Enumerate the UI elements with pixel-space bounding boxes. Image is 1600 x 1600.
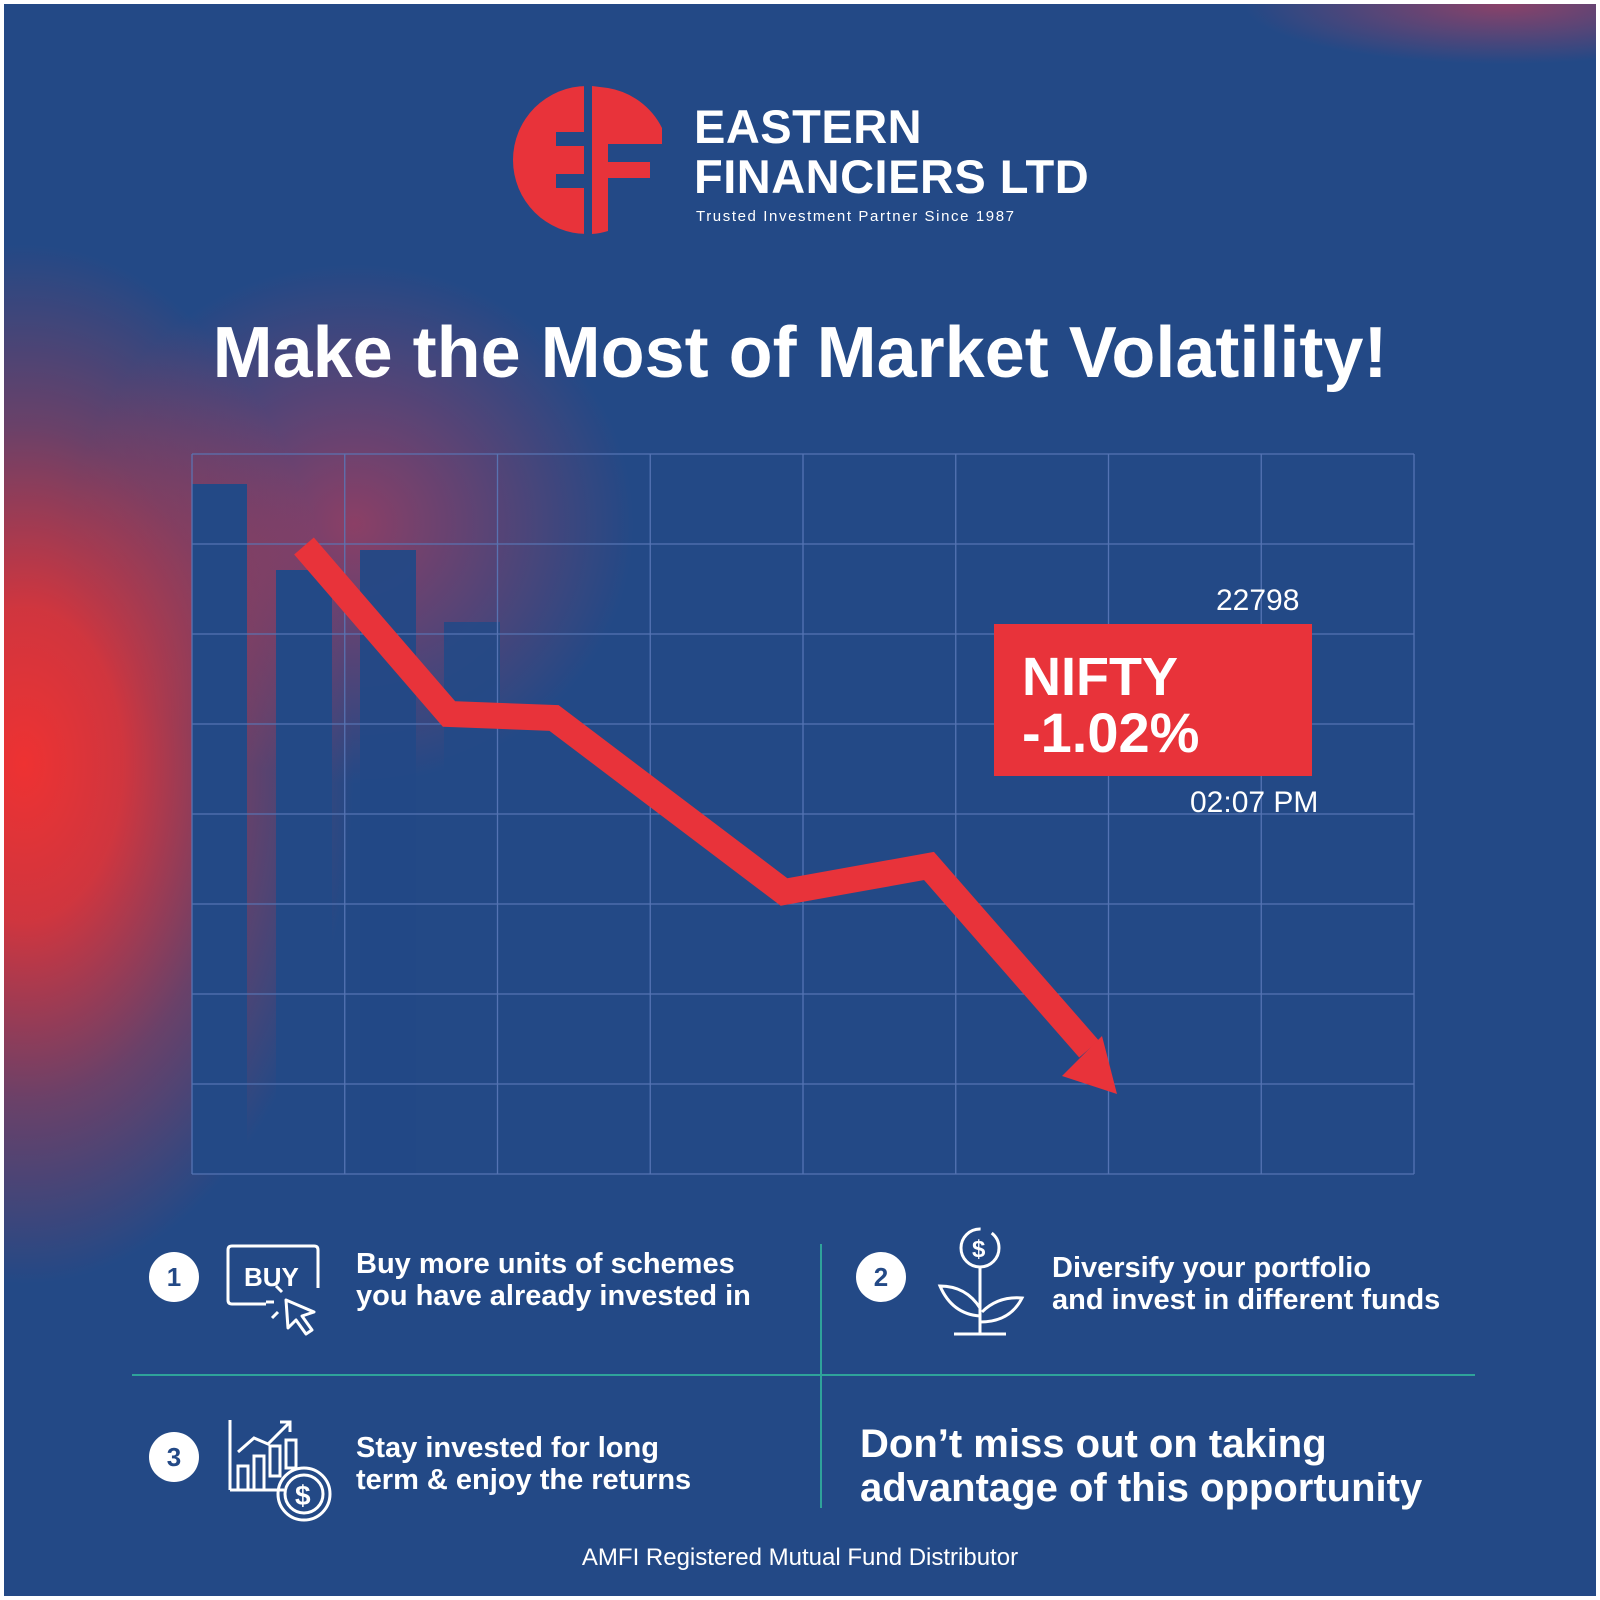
footer-note: AMFI Registered Mutual Fund Distributor xyxy=(581,1544,1019,1571)
tip-2-text: Diversify your portfolio and invest in d… xyxy=(1052,1252,1440,1316)
tip-3-text: Stay invested for long term & enjoy the … xyxy=(356,1432,691,1496)
nifty-badge xyxy=(994,624,1312,776)
tip-2-line2: and invest in different funds xyxy=(1052,1284,1441,1316)
brand-line2: FINANCIERS LTD xyxy=(694,150,1090,203)
cta-line2: advantage of this opportunity xyxy=(860,1466,1423,1510)
brand-name: EASTERN FINANCIERS LTD xyxy=(694,102,1089,202)
market-chart-illustration xyxy=(191,453,1415,1175)
horizontal-divider xyxy=(132,1374,1475,1376)
growth-chart-dollar-icon: $ xyxy=(228,1420,332,1522)
brand-line1: EASTERN xyxy=(694,100,923,153)
tip-1-text: Buy more units of schemes you have alrea… xyxy=(356,1248,751,1312)
tip-3-line2: term & enjoy the returns xyxy=(356,1464,692,1496)
tip-2-number: 2 xyxy=(856,1252,906,1302)
tip-2-line1: Diversify your portfolio xyxy=(1052,1252,1372,1284)
chart-grid xyxy=(191,453,1415,1175)
tip-1-number: 1 xyxy=(149,1252,199,1302)
nifty-value: 22798 xyxy=(1216,584,1300,617)
cta-line1: Don’t miss out on taking xyxy=(860,1422,1327,1466)
call-to-action: Don’t miss out on taking advantage of th… xyxy=(860,1422,1422,1510)
nifty-index-label: NIFTY xyxy=(1022,647,1178,707)
tip-1-line1: Buy more units of schemes xyxy=(356,1248,735,1280)
svg-text:BUY: BUY xyxy=(244,1262,299,1292)
bar xyxy=(192,484,247,1174)
tip-1-line2: you have already invested in xyxy=(356,1280,751,1312)
downtrend-arrow-line xyxy=(294,537,1099,1058)
poster: EASTERN FINANCIERS LTD Trusted Investmen… xyxy=(4,4,1596,1596)
brand-tagline: Trusted Investment Partner Since 1987 xyxy=(696,208,1016,225)
headline: Make the Most of Market Volatility! xyxy=(212,313,1388,393)
buy-click-icon: BUY xyxy=(226,1244,320,1336)
svg-text:$: $ xyxy=(972,1236,986,1263)
svg-text:$: $ xyxy=(295,1480,311,1511)
money-plant-icon: $ xyxy=(937,1227,1025,1336)
nifty-time: 02:07 PM xyxy=(1190,786,1319,819)
tip-3-number: 3 xyxy=(149,1432,199,1482)
ef-logo-icon xyxy=(513,86,662,234)
tip-3-line1: Stay invested for long xyxy=(356,1432,659,1464)
nifty-change: -1.02% xyxy=(1022,701,1200,764)
arrow-head xyxy=(1062,1036,1117,1094)
bar xyxy=(276,570,332,1174)
vertical-divider xyxy=(820,1244,822,1508)
